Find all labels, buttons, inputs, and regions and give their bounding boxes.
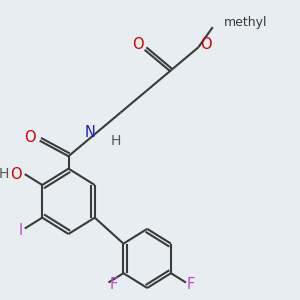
Text: O: O bbox=[132, 37, 143, 52]
Text: N: N bbox=[85, 125, 96, 140]
Text: O: O bbox=[200, 37, 212, 52]
Text: F: F bbox=[109, 277, 118, 292]
Text: O: O bbox=[24, 130, 35, 145]
Text: F: F bbox=[187, 277, 195, 292]
Text: O: O bbox=[10, 167, 22, 182]
Text: I: I bbox=[19, 223, 23, 238]
Text: methyl: methyl bbox=[224, 16, 268, 29]
Text: H: H bbox=[110, 134, 121, 148]
Text: H: H bbox=[0, 167, 9, 181]
